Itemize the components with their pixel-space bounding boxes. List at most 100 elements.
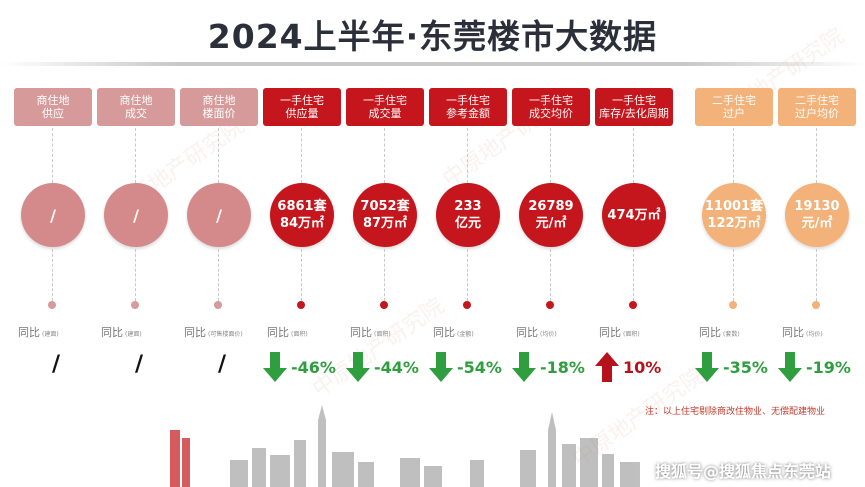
connector-line	[52, 249, 53, 301]
yoy-basis-note: (金额)	[457, 331, 474, 338]
title-divider	[0, 62, 865, 66]
yoy-basis-note: (均价)	[806, 331, 823, 338]
metric-header-line: 商住地	[36, 94, 70, 107]
metric-value-line: 11001套	[704, 199, 764, 214]
metric-column: 一手住宅 参考金额 233 亿元 同比 (金额) -54%	[429, 88, 507, 398]
metric-value-circle: /	[187, 183, 251, 247]
connector-line	[301, 128, 302, 183]
arrow-down-icon	[695, 352, 719, 382]
metric-value-line: 元/㎡	[535, 216, 567, 231]
yoy-label: 同比 (均价)	[782, 324, 862, 340]
yoy-change: 10%	[595, 352, 685, 382]
yoy-basis-note: (可售楼面价)	[208, 331, 243, 338]
metric-column: 一手住宅 库存/去化周期 474万㎡ 同比 (面积) 10%	[595, 88, 673, 398]
connector-line	[550, 249, 551, 301]
connector-line	[218, 249, 219, 301]
metric-header-line: 成交均价	[529, 107, 573, 120]
metric-value-line: 元/㎡	[801, 216, 833, 231]
connector-dot	[812, 301, 820, 309]
connector-line	[733, 128, 734, 183]
yoy-change: /	[180, 352, 270, 382]
yoy-label-text: 同比	[350, 326, 372, 339]
metric-value-line: 19130	[794, 199, 840, 214]
yoy-basis-note: (建面)	[42, 331, 59, 338]
metric-value-circle: /	[104, 183, 168, 247]
metric-value-circle: 233 亿元	[436, 183, 500, 247]
connector-line	[467, 249, 468, 301]
metric-value-line: 6861套	[277, 199, 327, 214]
source-credit: 搜狐号@搜狐焦点东莞站	[655, 462, 832, 481]
yoy-value: -19%	[806, 357, 851, 377]
metric-header-line: 商住地	[119, 94, 153, 107]
yoy-change: -19%	[778, 352, 865, 382]
yoy-label-text: 同比	[516, 326, 538, 339]
connector-line	[816, 249, 817, 301]
yoy-change: -46%	[263, 352, 353, 382]
metric-value-circle: 26789 元/㎡	[519, 183, 583, 247]
metric-header-line: 商住地	[202, 94, 236, 107]
metric-header-line: 二手住宅	[795, 94, 839, 107]
metric-header: 一手住宅 参考金额	[429, 88, 507, 126]
yoy-value: -44%	[374, 357, 419, 377]
metric-header-line: 一手住宅	[446, 94, 490, 107]
metric-value-circle: 19130 元/㎡	[785, 183, 849, 247]
yoy-basis-note: (建面)	[125, 331, 142, 338]
metric-value-line: /	[216, 205, 222, 225]
yoy-label: 同比 (面积)	[599, 324, 679, 340]
yoy-value: -18%	[540, 357, 585, 377]
metric-column: 一手住宅 成交量 7052套 87万㎡ 同比 (面积) -44%	[346, 88, 424, 398]
yoy-basis-note: (均价)	[540, 331, 557, 338]
metric-value-circle: 474万㎡	[602, 183, 666, 247]
yoy-basis-note: (面积)	[374, 331, 391, 338]
arrow-down-icon	[263, 352, 287, 382]
yoy-label: 同比 (建面)	[18, 324, 98, 340]
yoy-label-text: 同比	[599, 326, 621, 339]
yoy-change: /	[97, 352, 187, 382]
metric-header: 二手住宅 过户	[695, 88, 773, 126]
metric-column: 二手住宅 过户均价 19130 元/㎡ 同比 (均价) -19%	[778, 88, 856, 398]
metric-value-circle: 11001套 122万㎡	[702, 183, 766, 247]
connector-dot	[380, 301, 388, 309]
arrow-up-icon	[595, 352, 619, 382]
metric-header-line: 过户均价	[795, 107, 839, 120]
metric-header: 二手住宅 过户均价	[778, 88, 856, 126]
metric-header-line: 参考金额	[446, 107, 490, 120]
page-title: 2024上半年·东莞楼市大数据	[207, 17, 658, 56]
yoy-label-text: 同比	[699, 326, 721, 339]
metric-header: 商住地 楼面价	[180, 88, 258, 126]
metric-header-line: 供应量	[285, 107, 319, 120]
connector-dot	[729, 301, 737, 309]
yoy-value: /	[218, 352, 227, 377]
connector-line	[301, 249, 302, 301]
metric-value-line: 亿元	[454, 216, 481, 231]
yoy-label: 同比 (均价)	[516, 324, 596, 340]
connector-line	[633, 128, 634, 183]
yoy-basis-note: (面积)	[623, 331, 640, 338]
metric-value-line: /	[50, 205, 56, 225]
yoy-value: /	[52, 352, 61, 377]
metric-value-line: 84万㎡	[279, 216, 325, 231]
metric-value-line: 7052套	[360, 199, 410, 214]
yoy-label-text: 同比	[184, 326, 206, 339]
yoy-change: -35%	[695, 352, 785, 382]
metric-column: 商住地 成交 / 同比 (建面) /	[97, 88, 175, 398]
connector-line	[816, 128, 817, 183]
metric-header-line: 一手住宅	[280, 94, 324, 107]
yoy-label-text: 同比	[101, 326, 123, 339]
metric-value-line: 87万㎡	[362, 216, 408, 231]
metric-header-line: 供应	[42, 107, 64, 120]
metric-header-line: 一手住宅	[612, 94, 656, 107]
metric-header-line: 过户	[723, 107, 745, 120]
connector-line	[384, 128, 385, 183]
metric-header-line: 一手住宅	[363, 94, 407, 107]
metric-column: 商住地 楼面价 / 同比 (可售楼面价) /	[180, 88, 258, 398]
connector-dot	[131, 301, 139, 309]
yoy-change: /	[14, 352, 104, 382]
yoy-change: -44%	[346, 352, 436, 382]
metric-column: 商住地 供应 / 同比 (建面) /	[14, 88, 92, 398]
connector-line	[633, 249, 634, 301]
yoy-label: 同比 (面积)	[350, 324, 430, 340]
arrow-down-icon	[778, 352, 802, 382]
metric-value-line: 233	[454, 199, 482, 214]
yoy-label-text: 同比	[18, 326, 40, 339]
